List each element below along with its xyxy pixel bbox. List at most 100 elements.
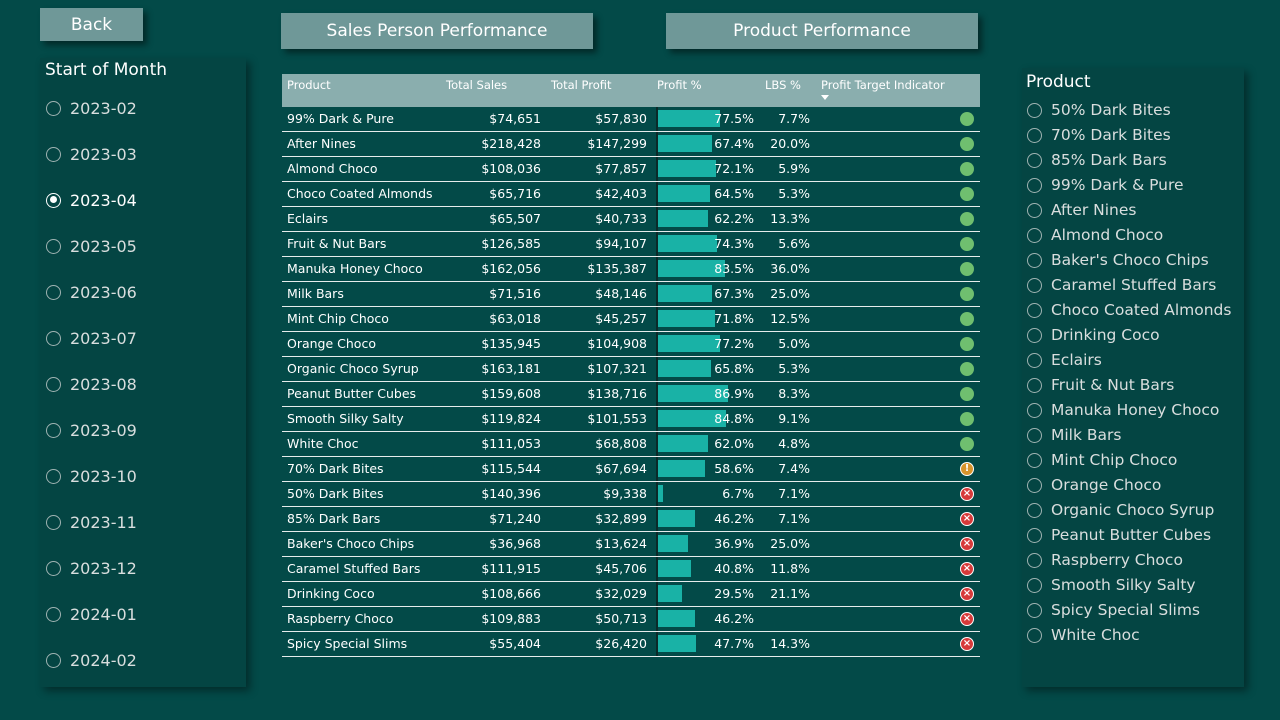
product-option[interactable]: Mint Chip Choco xyxy=(1027,449,1177,471)
radio-icon[interactable] xyxy=(1027,552,1042,568)
table-row[interactable]: 50% Dark Bites $140,396 $9,338 6.7% 7.1% × xyxy=(282,482,980,507)
table-row[interactable]: Raspberry Choco $109,883 $50,713 46.2% × xyxy=(282,607,980,632)
radio-selected-icon[interactable] xyxy=(46,192,61,208)
table-row[interactable]: Orange Choco $135,945 $104,908 77.2% 5.0% xyxy=(282,332,980,357)
product-option[interactable]: Peanut Butter Cubes xyxy=(1027,524,1211,546)
radio-icon[interactable] xyxy=(46,514,61,530)
radio-icon[interactable] xyxy=(1027,127,1042,143)
product-option[interactable]: 99% Dark & Pure xyxy=(1027,174,1184,196)
radio-icon[interactable] xyxy=(46,652,61,668)
table-row[interactable]: After Nines $218,428 $147,299 67.4% 20.0% xyxy=(282,132,980,157)
product-option[interactable]: Caramel Stuffed Bars xyxy=(1027,274,1216,296)
table-row[interactable]: Eclairs $65,507 $40,733 62.2% 13.3% xyxy=(282,207,980,232)
table-row[interactable]: Choco Coated Almonds $65,716 $42,403 64.5% 5… xyxy=(282,182,980,207)
radio-icon[interactable] xyxy=(1027,252,1042,268)
product-option[interactable]: Baker's Choco Chips xyxy=(1027,249,1209,271)
month-option[interactable]: 2023-06 xyxy=(46,280,137,304)
product-option[interactable]: Drinking Coco xyxy=(1027,324,1160,346)
month-option[interactable]: 2024-02 xyxy=(46,648,137,672)
table-row[interactable]: Spicy Special Slims $55,404 $26,420 47.7% 14… xyxy=(282,632,980,657)
header-total-profit[interactable]: Total Profit xyxy=(551,78,612,92)
table-row[interactable]: White Choc $111,053 $68,808 62.0% 4.8% xyxy=(282,432,980,457)
radio-icon[interactable] xyxy=(1027,627,1042,643)
month-option[interactable]: 2024-01 xyxy=(46,602,137,626)
month-option[interactable]: 2023-08 xyxy=(46,372,137,396)
radio-icon[interactable] xyxy=(1027,402,1042,418)
radio-icon[interactable] xyxy=(1027,377,1042,393)
product-option[interactable]: White Choc xyxy=(1027,624,1140,646)
radio-icon[interactable] xyxy=(1027,502,1042,518)
radio-icon[interactable] xyxy=(1027,352,1042,368)
radio-icon[interactable] xyxy=(46,606,61,622)
table-row[interactable]: 85% Dark Bars $71,240 $32,899 46.2% 7.1% × xyxy=(282,507,980,532)
radio-icon[interactable] xyxy=(46,468,61,484)
month-option[interactable]: 2023-09 xyxy=(46,418,137,442)
radio-icon[interactable] xyxy=(46,376,61,392)
product-option[interactable]: 85% Dark Bars xyxy=(1027,149,1167,171)
table-row[interactable]: 70% Dark Bites $115,544 $67,694 58.6% 7.4%! xyxy=(282,457,980,482)
radio-icon[interactable] xyxy=(1027,227,1042,243)
table-row[interactable]: Organic Choco Syrup $163,181 $107,321 65.8%… xyxy=(282,357,980,382)
header-total-sales[interactable]: Total Sales xyxy=(446,78,508,92)
product-option[interactable]: Almond Choco xyxy=(1027,224,1163,246)
product-option[interactable]: Milk Bars xyxy=(1027,424,1121,446)
table-row[interactable]: Peanut Butter Cubes $159,608 $138,716 86.9%… xyxy=(282,382,980,407)
product-option[interactable]: After Nines xyxy=(1027,199,1137,221)
header-product[interactable]: Product xyxy=(287,78,331,92)
table-row[interactable]: Mint Chip Choco $63,018 $45,257 71.8% 12.5% xyxy=(282,307,980,332)
radio-icon[interactable] xyxy=(46,284,61,300)
radio-icon[interactable] xyxy=(1027,177,1042,193)
radio-icon[interactable] xyxy=(1027,102,1042,118)
radio-icon[interactable] xyxy=(46,100,61,116)
radio-icon[interactable] xyxy=(1027,577,1042,593)
radio-icon[interactable] xyxy=(1027,327,1042,343)
header-profit-pct[interactable]: Profit % xyxy=(657,78,702,92)
header-profit-target-indicator[interactable]: Profit Target Indicator xyxy=(821,78,945,92)
product-option[interactable]: Raspberry Choco xyxy=(1027,549,1183,571)
product-option[interactable]: 50% Dark Bites xyxy=(1027,99,1171,121)
month-option[interactable]: 2023-07 xyxy=(46,326,137,350)
product-option[interactable]: Orange Choco xyxy=(1027,474,1161,496)
month-option[interactable]: 2023-04 xyxy=(46,188,137,212)
table-row[interactable]: Smooth Silky Salty $119,824 $101,553 84.8% 9… xyxy=(282,407,980,432)
table-row[interactable]: Caramel Stuffed Bars $111,915 $45,706 40.8%… xyxy=(282,557,980,582)
radio-icon[interactable] xyxy=(1027,427,1042,443)
radio-icon[interactable] xyxy=(1027,152,1042,168)
radio-icon[interactable] xyxy=(1027,602,1042,618)
radio-icon[interactable] xyxy=(1027,302,1042,318)
radio-icon[interactable] xyxy=(46,146,61,162)
product-option[interactable]: Spicy Special Slims xyxy=(1027,599,1200,621)
product-option[interactable]: Fruit & Nut Bars xyxy=(1027,374,1174,396)
product-option[interactable]: 70% Dark Bites xyxy=(1027,124,1171,146)
radio-icon[interactable] xyxy=(1027,452,1042,468)
radio-icon[interactable] xyxy=(46,422,61,438)
product-option[interactable]: Organic Choco Syrup xyxy=(1027,499,1214,521)
month-option[interactable]: 2023-10 xyxy=(46,464,137,488)
month-option[interactable]: 2023-11 xyxy=(46,510,137,534)
product-option[interactable]: Smooth Silky Salty xyxy=(1027,574,1196,596)
header-lbs-pct[interactable]: LBS % xyxy=(765,78,801,92)
table-row[interactable]: Milk Bars $71,516 $48,146 67.3% 25.0% xyxy=(282,282,980,307)
product-option[interactable]: Choco Coated Almonds xyxy=(1027,299,1231,321)
back-button[interactable]: Back xyxy=(40,8,143,41)
month-option[interactable]: 2023-02 xyxy=(46,96,137,120)
table-row[interactable]: Drinking Coco $108,666 $32,029 29.5% 21.1% × xyxy=(282,582,980,607)
product-option[interactable]: Eclairs xyxy=(1027,349,1102,371)
radio-icon[interactable] xyxy=(1027,477,1042,493)
sales-person-performance-button[interactable]: Sales Person Performance xyxy=(281,13,593,49)
product-option[interactable]: Manuka Honey Choco xyxy=(1027,399,1219,421)
radio-icon[interactable] xyxy=(1027,277,1042,293)
radio-icon[interactable] xyxy=(46,238,61,254)
product-performance-button[interactable]: Product Performance xyxy=(666,13,978,49)
radio-icon[interactable] xyxy=(46,560,61,576)
radio-icon[interactable] xyxy=(46,330,61,346)
month-option[interactable]: 2023-03 xyxy=(46,142,137,166)
table-row[interactable]: Manuka Honey Choco $162,056 $135,387 83.5% 3… xyxy=(282,257,980,282)
table-row[interactable]: 99% Dark & Pure $74,651 $57,830 77.5% 7.7% xyxy=(282,107,980,132)
month-option[interactable]: 2023-05 xyxy=(46,234,137,258)
month-option[interactable]: 2023-12 xyxy=(46,556,137,580)
table-row[interactable]: Fruit & Nut Bars $126,585 $94,107 74.3% 5.6% xyxy=(282,232,980,257)
table-row[interactable]: Baker's Choco Chips $36,968 $13,624 36.9% 25… xyxy=(282,532,980,557)
table-row[interactable]: Almond Choco $108,036 $77,857 72.1% 5.9% xyxy=(282,157,980,182)
radio-icon[interactable] xyxy=(1027,527,1042,543)
